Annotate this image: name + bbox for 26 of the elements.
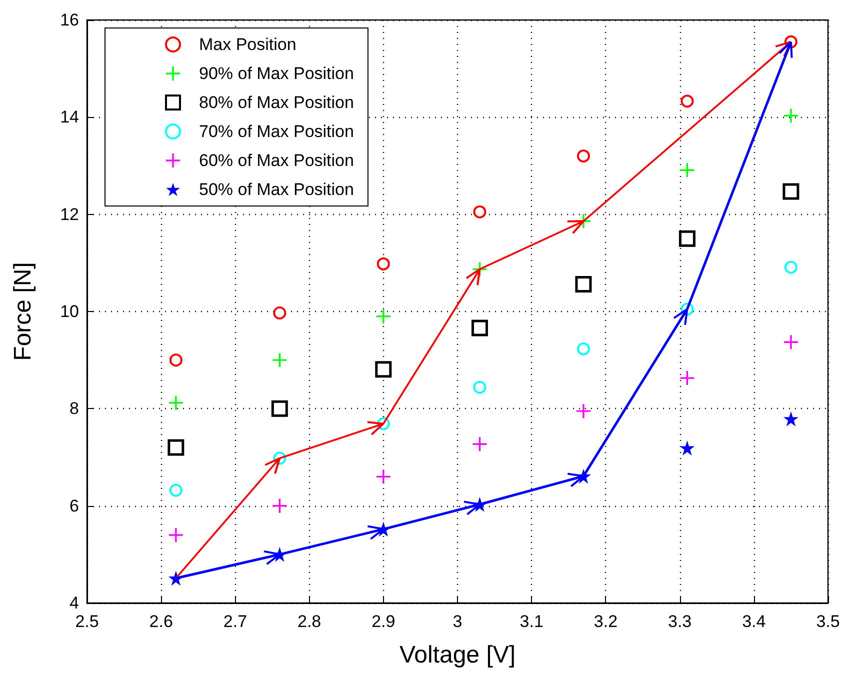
- x-tick-label: 3.4: [742, 612, 766, 631]
- legend-label: 90% of Max Position: [199, 64, 354, 83]
- y-tick-label: 4: [70, 594, 79, 612]
- y-tick-label: 16: [60, 10, 79, 30]
- legend-label: Max Position: [199, 35, 296, 54]
- y-tick-label: 10: [60, 302, 79, 321]
- y-tick-label: 12: [60, 204, 79, 224]
- x-tick-label: 3.5: [816, 612, 840, 631]
- legend-label: 50% of Max Position: [199, 180, 354, 199]
- x-axis-title: Voltage [V]: [399, 642, 516, 668]
- x-tick-label: 2.6: [149, 612, 173, 631]
- legend-label: 60% of Max Position: [199, 151, 354, 170]
- x-tick-label: 3.2: [594, 612, 618, 631]
- legend-label: 70% of Max Position: [199, 122, 354, 141]
- x-tick-label: 2.8: [297, 612, 322, 631]
- x-tick-label: 3: [452, 612, 462, 631]
- x-tick-label: 3.3: [668, 612, 692, 631]
- y-tick-label: 14: [60, 108, 79, 127]
- legend-label: 80% of Max Position: [199, 93, 354, 112]
- y-axis-title: Force [N]: [10, 262, 36, 361]
- x-tick-label: 2.7: [223, 612, 248, 631]
- y-tick-label: 8: [70, 399, 79, 418]
- x-tick-label: 3.1: [520, 612, 544, 631]
- y-tick-label: 6: [70, 496, 79, 516]
- x-tick-label: 2.9: [372, 612, 396, 631]
- x-tick-label: 2.5: [75, 612, 99, 631]
